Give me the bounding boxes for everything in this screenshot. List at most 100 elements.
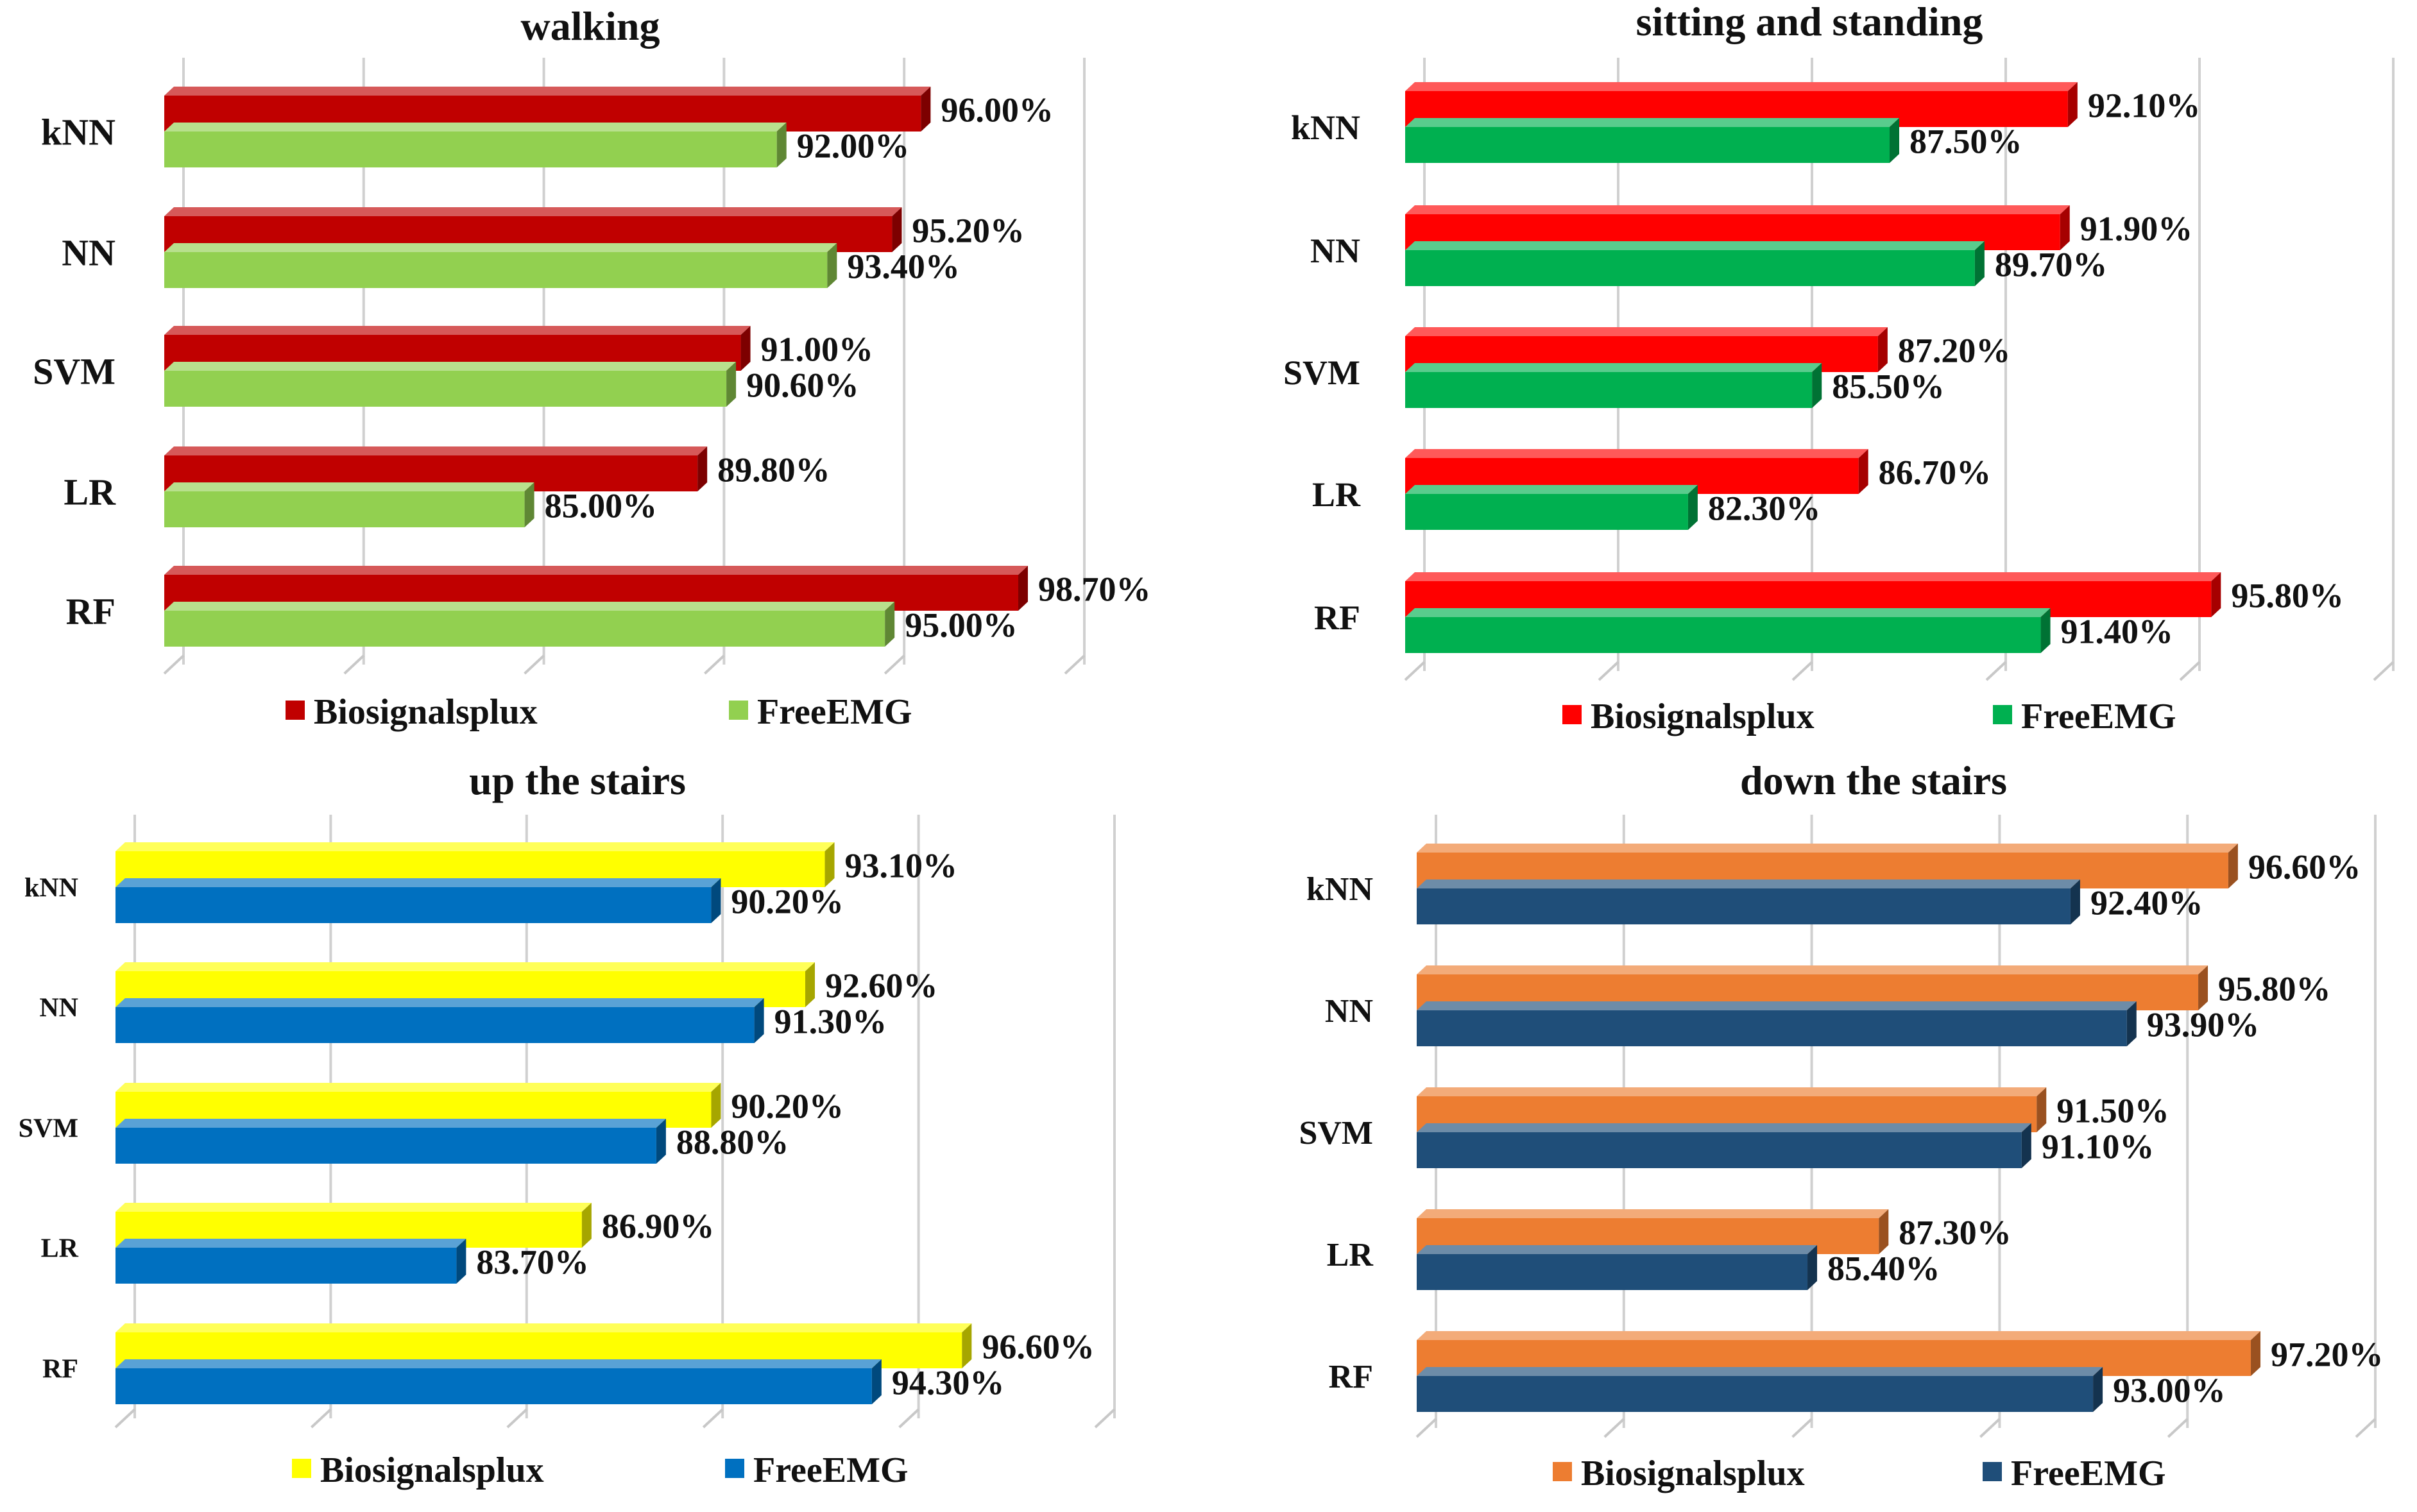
chart-title: walking (521, 3, 660, 49)
bar-side (697, 446, 708, 491)
bar-top (1405, 241, 1985, 250)
bar-top (115, 842, 835, 851)
gridline-foot (1404, 661, 1426, 681)
data-label: 91.30% (774, 1002, 887, 1041)
data-label: 92.40% (2090, 883, 2203, 922)
chart-panel-2: sitting and standing kNN 92.10% 87.50% NN 91.… (1283, 0, 2395, 736)
bar-side (1812, 363, 1822, 408)
data-label: 83.70% (476, 1243, 589, 1281)
category-label: LR (41, 1234, 79, 1264)
bar-side (2093, 1367, 2103, 1412)
bar-top (1405, 205, 2070, 214)
bar-side (711, 1083, 721, 1128)
category-label: NN (39, 994, 78, 1023)
legend-swatch (1553, 1462, 1572, 1481)
gridline-foot (1094, 1408, 1116, 1429)
bar-side (2037, 1087, 2047, 1132)
bar-side (1890, 118, 1899, 163)
bar-top (164, 566, 1028, 575)
bar-side (1807, 1245, 1818, 1290)
bar-side (885, 602, 895, 647)
data-label: 92.00% (797, 126, 910, 165)
bar-side (962, 1323, 972, 1368)
legend-label: FreeEMG (2021, 697, 2176, 736)
legend-label: Biosignalsplux (320, 1450, 544, 1490)
bar-top (1405, 363, 1822, 372)
bar-top (1417, 844, 2238, 853)
category-label: SVM (1299, 1115, 1373, 1151)
bar-top (1417, 1331, 2261, 1340)
gridline-foot (1791, 1418, 1813, 1438)
bar-top (1417, 879, 2080, 888)
data-label: 92.60% (825, 966, 938, 1005)
gridline-foot (343, 654, 365, 675)
chart-panel-4: down the stairskNN96.60%92.40%NN95.80%93… (1299, 758, 2383, 1493)
data-label: 91.50% (2056, 1091, 2169, 1130)
bar-side (921, 87, 931, 132)
category-label: NN (1325, 993, 1373, 1030)
bar (164, 252, 828, 288)
data-label: 87.50% (1909, 122, 2022, 160)
gridline-foot (506, 1408, 528, 1429)
bar-side (2198, 965, 2208, 1010)
legend-swatch (1562, 705, 1582, 724)
data-label: 82.30% (1708, 489, 1821, 527)
category-label: kNN (1291, 108, 1360, 147)
bar (115, 1007, 755, 1043)
bar-side (2040, 608, 2051, 653)
category-label: RF (1329, 1359, 1373, 1395)
data-label: 95.80% (2231, 576, 2344, 615)
data-label: 90.20% (731, 1087, 844, 1125)
category-label: LR (1327, 1237, 1374, 1273)
bar-side (581, 1203, 592, 1248)
category-label: RF (1314, 599, 1360, 637)
bar-side (2126, 1001, 2137, 1046)
bar (1417, 1376, 2094, 1412)
data-label: 85.00% (545, 486, 658, 525)
legend-swatch (725, 1459, 744, 1478)
bar-top (1417, 1087, 2047, 1096)
gridline-foot (898, 1408, 919, 1429)
gridline-foot (1979, 1418, 2001, 1438)
bar-side (1877, 327, 1888, 372)
bar-top (115, 1239, 466, 1248)
gridline-foot (114, 1408, 136, 1429)
category-label: kNN (1306, 871, 1373, 908)
bar-top (115, 1203, 592, 1212)
bar-side (656, 1119, 666, 1164)
bar (1405, 250, 1975, 286)
bar (1405, 372, 1813, 408)
legend-swatch (1993, 705, 2012, 724)
data-label: 96.00% (941, 90, 1054, 129)
data-label: 89.80% (717, 450, 830, 489)
bar-side (2251, 1331, 2261, 1376)
data-label: 87.20% (1898, 331, 2011, 370)
bar-side (711, 878, 721, 923)
bar-side (2228, 844, 2238, 888)
category-label: LR (1312, 475, 1361, 514)
category-label: RF (66, 590, 115, 632)
bar-top (1417, 1245, 1818, 1254)
category-label: RF (42, 1355, 78, 1384)
legend-swatch (292, 1459, 311, 1478)
bar-side (776, 123, 787, 167)
data-label: 95.80% (2218, 969, 2331, 1008)
bar-side (1687, 485, 1698, 530)
gridline-foot (2373, 661, 2395, 681)
bar (164, 132, 777, 167)
data-label: 90.60% (746, 366, 859, 404)
bar-side (754, 998, 764, 1043)
bar (164, 611, 885, 647)
bar-top (1405, 327, 1888, 336)
bar-top (115, 962, 816, 971)
bar (115, 887, 712, 923)
gridline-foot (2167, 1418, 2189, 1438)
bar-side (824, 842, 835, 887)
data-label: 96.60% (982, 1327, 1095, 1366)
bar (1405, 494, 1688, 530)
data-label: 93.00% (2113, 1371, 2226, 1409)
gridline-foot (2355, 1418, 2377, 1438)
bar (164, 491, 525, 527)
bar-top (1417, 1209, 1889, 1218)
